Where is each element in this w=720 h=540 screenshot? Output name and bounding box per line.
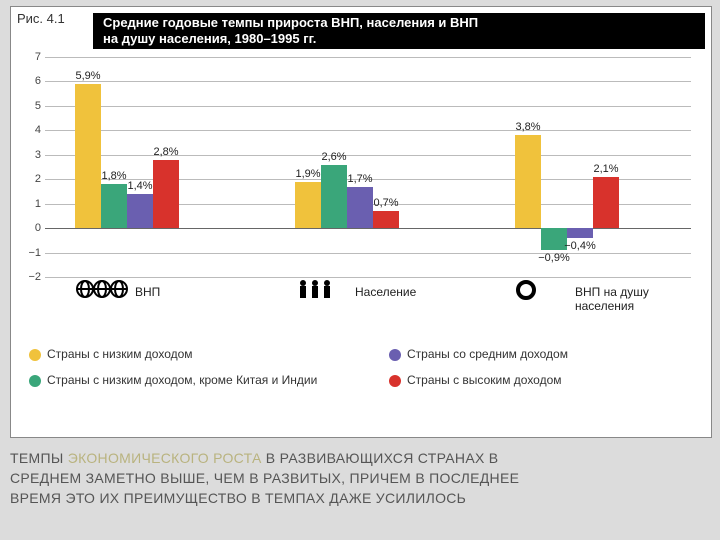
gridline: [45, 130, 691, 131]
y-tick-label: 3: [35, 149, 41, 161]
caption-text: ТЕМПЫ ЭКОНОМИЧЕСКОГО РОСТА В РАЗВИВАЮЩИХ…: [10, 448, 570, 508]
bar-label: 2,8%: [153, 146, 178, 158]
legend-item-middle: Страны со средним доходом: [389, 347, 568, 361]
gridline: [45, 228, 691, 229]
bar-label: 1,9%: [295, 168, 320, 180]
figure-container: Рис. 4.1 Средние годовые темпы прироста …: [10, 6, 712, 438]
legend-label: Страны с низким доходом, кроме Китая и И…: [47, 373, 317, 387]
bar-gnp-low: 5,9%: [75, 84, 101, 228]
gridline: [45, 81, 691, 82]
figure-title-line2: на душу населения, 1980–1995 гг.: [103, 31, 695, 47]
bar-population-high: 0,7%: [373, 211, 399, 228]
bar-label: −0,4%: [564, 240, 596, 252]
legend-swatch: [389, 375, 401, 387]
figure-title-bar: Средние годовые темпы прироста ВНП, насе…: [93, 13, 705, 49]
chart-plot-area: −2−1012345675,9%1,8%1,4%2,8%1,9%2,6%1,7%…: [45, 57, 691, 277]
legend-swatch: [29, 349, 41, 361]
group-label-gnp_pc: ВНП на душу населения: [575, 285, 711, 313]
gridline: [45, 155, 691, 156]
group-label-gnp: ВНП: [135, 285, 160, 299]
bar-population-low: 1,9%: [295, 182, 321, 228]
gridline: [45, 253, 691, 254]
bar-gnp_pc-middle: −0,4%: [567, 228, 593, 238]
bar-gnp_pc-low_ex: −0,9%: [541, 228, 567, 250]
legend-label: Страны с низким доходом: [47, 347, 193, 361]
bar-gnp_pc-low: 3,8%: [515, 135, 541, 228]
group-label-population: Население: [355, 285, 416, 299]
bar-label: 0,7%: [373, 197, 398, 209]
legend-label: Страны с высоким доходом: [407, 373, 562, 387]
gridline: [45, 277, 691, 278]
y-tick-label: 5: [35, 100, 41, 112]
bar-label: 1,7%: [347, 173, 372, 185]
bar-label: 2,6%: [321, 151, 346, 163]
bar-gnp-high: 2,8%: [153, 160, 179, 228]
bar-label: 1,8%: [101, 170, 126, 182]
group-icon-gnp: [75, 279, 129, 304]
y-tick-label: 7: [35, 51, 41, 63]
bar-gnp-low_ex: 1,8%: [101, 184, 127, 228]
legend-swatch: [389, 349, 401, 361]
bar-population-middle: 1,7%: [347, 187, 373, 229]
bar-label: 5,9%: [75, 70, 100, 82]
figure-title-line1: Средние годовые темпы прироста ВНП, насе…: [103, 15, 695, 31]
group-icon-gnp_pc: [515, 279, 537, 306]
caption-pre: ТЕМПЫ: [10, 450, 68, 466]
bar-population-low_ex: 2,6%: [321, 165, 347, 229]
figure-number: Рис. 4.1: [17, 11, 65, 26]
y-tick-label: 2: [35, 173, 41, 185]
y-tick-label: −2: [28, 271, 41, 283]
group-icon-population: [295, 279, 335, 304]
bar-label: 1,4%: [127, 180, 152, 192]
y-tick-label: 1: [35, 198, 41, 210]
y-tick-label: 6: [35, 75, 41, 87]
legend-item-high: Страны с высоким доходом: [389, 373, 562, 387]
legend-item-low: Страны с низким доходом: [29, 347, 193, 361]
gridline: [45, 106, 691, 107]
bar-label: −0,9%: [538, 252, 570, 264]
legend-item-low_ex: Страны с низким доходом, кроме Китая и И…: [29, 373, 317, 387]
gridline: [45, 57, 691, 58]
bar-label: 2,1%: [593, 163, 618, 175]
bar-gnp-middle: 1,4%: [127, 194, 153, 228]
legend-swatch: [29, 375, 41, 387]
bar-label: 3,8%: [515, 121, 540, 133]
y-tick-label: 4: [35, 124, 41, 136]
y-tick-label: 0: [35, 222, 41, 234]
y-tick-label: −1: [28, 247, 41, 259]
caption-highlight: ЭКОНОМИЧЕСКОГО РОСТА: [68, 450, 262, 466]
legend-label: Страны со средним доходом: [407, 347, 568, 361]
bar-gnp_pc-high: 2,1%: [593, 177, 619, 228]
